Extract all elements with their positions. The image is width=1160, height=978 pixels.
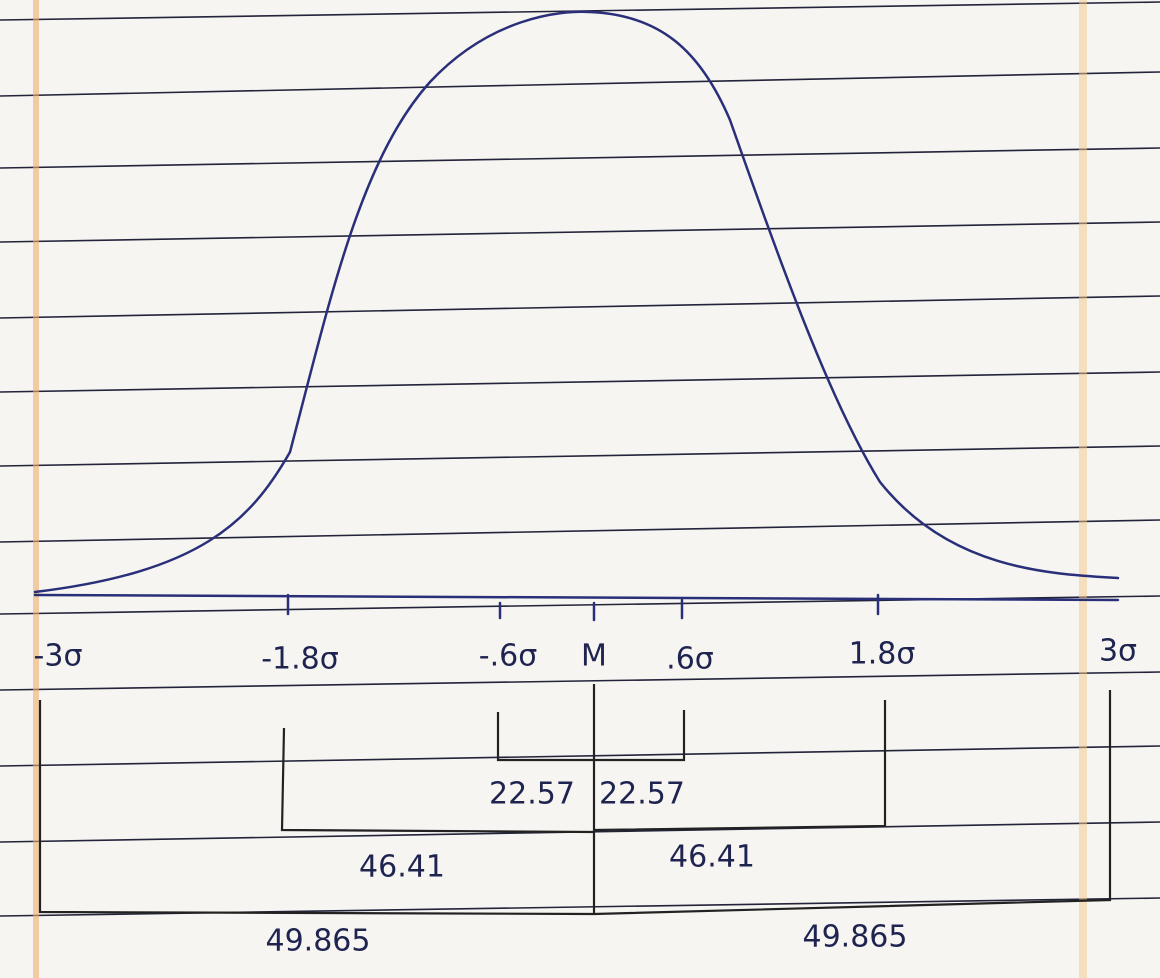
bracket-label: 49.865 <box>803 920 908 955</box>
bracket-label: 49.865 <box>266 924 371 959</box>
ruled-lines <box>0 1 1160 917</box>
axis-label: -1.8σ <box>261 642 339 677</box>
bracket-label: 22.57 <box>489 777 575 812</box>
bracket-label: 46.41 <box>359 850 445 885</box>
axis-label: -3σ <box>34 639 83 674</box>
bracket-label: 22.57 <box>599 777 685 812</box>
middle-bracket <box>280 700 887 834</box>
axis-label: .6σ <box>666 642 714 677</box>
inner-bracket <box>496 710 686 762</box>
axis-label: 1.8σ <box>849 637 916 672</box>
bracket-labels: 22.57 22.57 46.41 46.41 49.865 49.865 <box>266 777 908 959</box>
axis-label: M <box>581 639 607 674</box>
brackets <box>38 684 1112 916</box>
axis-label: 3σ <box>1099 634 1137 669</box>
axis <box>33 593 1120 622</box>
axis-labels: -3σ -1.8σ -.6σ M .6σ 1.8σ 3σ <box>34 634 1138 677</box>
bell-curve <box>33 10 1120 594</box>
axis-line <box>33 593 1120 602</box>
axis-label: -.6σ <box>479 639 537 674</box>
margins <box>33 0 1087 978</box>
bracket-label: 46.41 <box>669 840 755 875</box>
